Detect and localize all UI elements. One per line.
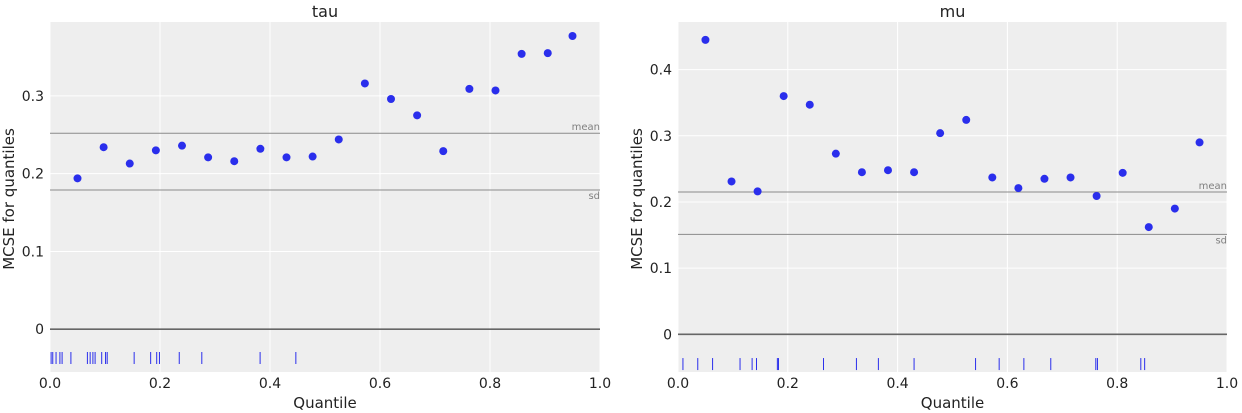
data-point <box>204 153 213 162</box>
data-point <box>178 141 186 150</box>
data-point <box>727 177 736 186</box>
data-point <box>910 168 919 177</box>
panel-tau: 0.0 0.2 0.4 0.6 0.8 1.0 0 0.1 0.2 0.3 mean sd tau Qua… <box>0 2 611 412</box>
data-point <box>543 49 552 58</box>
y-tick-label: 0.1 <box>22 244 44 260</box>
data-point <box>1195 138 1204 147</box>
data-point <box>413 111 422 120</box>
y-tick-label: 0.2 <box>650 195 672 211</box>
data-point <box>73 174 82 183</box>
data-point <box>857 168 866 177</box>
y-tick-label: 0.4 <box>650 63 672 79</box>
y-tick-label: 0.2 <box>22 167 44 183</box>
data-point <box>517 49 526 58</box>
y-tick-label: 0 <box>663 327 672 343</box>
x-axis-label: Quantile <box>293 394 356 412</box>
reference-label-sd: sd <box>1215 235 1227 246</box>
x-tick-label: 0.0 <box>667 376 689 392</box>
data-point <box>1118 168 1127 177</box>
x-tick-label: 0.0 <box>39 376 61 392</box>
data-point <box>99 143 108 152</box>
x-tick-label: 0.8 <box>479 376 501 392</box>
x-axis-label: Quantile <box>921 394 984 412</box>
data-point <box>883 166 892 175</box>
data-point <box>701 35 710 44</box>
y-tick-label: 0 <box>35 322 44 338</box>
chart-title: tau <box>312 2 338 21</box>
panel-mu: 0.0 0.2 0.4 0.6 0.8 1.0 0 0.1 0.2 0.3 0.4 mean sd mu Q… <box>628 2 1238 412</box>
chart-title: mu <box>940 2 966 21</box>
data-point <box>1144 223 1153 232</box>
data-point <box>1092 192 1101 201</box>
x-tick-label: 0.4 <box>886 376 908 392</box>
data-point <box>282 153 291 162</box>
x-tick-label: 0.6 <box>369 376 391 392</box>
data-point <box>465 84 474 93</box>
data-point <box>962 115 971 124</box>
data-point <box>151 146 160 155</box>
x-tick-label: 0.4 <box>259 376 281 392</box>
reference-label-sd: sd <box>588 191 600 202</box>
data-point <box>230 157 239 166</box>
data-point <box>334 135 343 144</box>
x-tick-label: 1.0 <box>589 376 611 392</box>
plot-background <box>50 22 600 372</box>
data-point <box>439 147 448 156</box>
data-point <box>568 32 577 40</box>
data-point <box>1040 174 1049 183</box>
y-tick-label: 0.1 <box>650 261 672 277</box>
data-point <box>1014 184 1023 193</box>
data-point <box>125 159 134 168</box>
data-point <box>779 92 788 101</box>
x-tick-label: 1.0 <box>1216 376 1238 392</box>
data-point <box>491 86 500 95</box>
plot-background <box>678 22 1227 372</box>
x-tick-label: 0.2 <box>149 376 171 392</box>
y-tick-label: 0.3 <box>650 129 672 145</box>
data-point <box>387 95 395 103</box>
reference-label-mean: mean <box>1199 181 1227 192</box>
data-point <box>256 144 265 153</box>
reference-label-mean: mean <box>572 122 600 133</box>
data-point <box>831 149 840 158</box>
x-tick-label: 0.8 <box>1106 376 1128 392</box>
y-tick-label: 0.3 <box>22 89 44 105</box>
data-point <box>936 129 945 138</box>
data-point <box>753 187 762 196</box>
data-point <box>1170 204 1179 213</box>
x-tick-label: 0.6 <box>996 376 1018 392</box>
data-point <box>360 79 369 88</box>
data-point <box>308 152 317 161</box>
data-point <box>805 100 814 109</box>
y-axis-label: MCSE for quantiles <box>0 128 18 270</box>
x-tick-label: 0.2 <box>777 376 799 392</box>
y-axis-label: MCSE for quantiles <box>628 128 646 270</box>
data-point <box>1066 173 1075 182</box>
data-point <box>988 173 997 182</box>
